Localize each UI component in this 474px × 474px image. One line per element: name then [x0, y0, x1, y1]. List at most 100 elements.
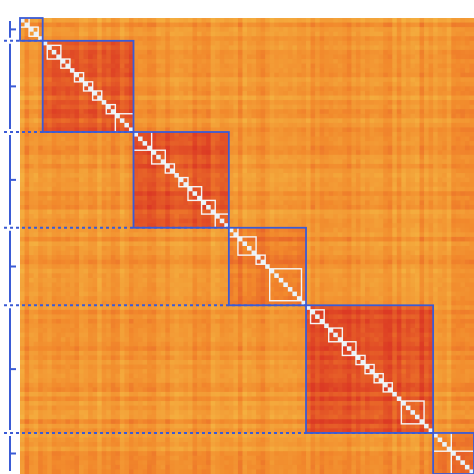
heatmap-cell: [446, 18, 452, 24]
heatmap-cell: [292, 209, 298, 215]
heatmap-cell: [437, 195, 443, 201]
heatmap-cell: [437, 154, 443, 160]
heatmap-cell: [410, 154, 416, 160]
heatmap-cell: [79, 218, 85, 224]
heatmap-cell: [346, 118, 353, 124]
heatmap-cell: [42, 159, 48, 165]
heatmap-cell: [69, 86, 76, 92]
heatmap-cell: [215, 86, 221, 92]
heatmap-cell: [392, 200, 398, 206]
heatmap-cell: [455, 86, 461, 92]
heatmap-cell: [92, 209, 98, 215]
heatmap-cell: [169, 136, 175, 142]
heatmap-cell: [183, 223, 189, 229]
heatmap-cell: [365, 49, 371, 56]
heatmap-cell: [378, 145, 384, 151]
heatmap-cell: [147, 118, 153, 124]
heatmap-cell: [346, 95, 353, 101]
heatmap-cell: [392, 236, 398, 243]
heatmap-cell: [365, 191, 371, 197]
heatmap-cell: [378, 127, 384, 133]
heatmap-cell: [169, 77, 175, 83]
heatmap-cell: [178, 18, 185, 24]
heatmap-cell: [392, 163, 398, 170]
heatmap-cell: [383, 186, 389, 192]
heatmap-cell: [206, 136, 212, 142]
heatmap-cell: [69, 104, 76, 110]
heatmap-cell: [419, 100, 425, 106]
heatmap-cell: [260, 109, 266, 115]
heatmap-cell: [306, 122, 312, 129]
heatmap-cell: [256, 104, 262, 110]
heatmap-cell: [401, 45, 407, 51]
heatmap-cell: [424, 104, 430, 110]
heatmap-cell: [33, 186, 39, 192]
heatmap-cell: [138, 54, 144, 60]
heatmap-cell: [469, 86, 474, 92]
heatmap-cell: [174, 186, 180, 192]
heatmap-cell: [319, 100, 325, 106]
heatmap-cell: [369, 177, 375, 183]
heatmap-cell: [38, 113, 44, 119]
heatmap-cell: [346, 191, 353, 197]
heatmap-cell: [392, 223, 398, 229]
diagonal-cell: [83, 81, 89, 87]
heatmap-cell: [260, 81, 266, 87]
heatmap-cell: [74, 168, 80, 174]
heatmap-cell: [464, 191, 471, 197]
heatmap-cell: [437, 186, 443, 192]
heatmap-cell: [24, 241, 30, 247]
heatmap-cell: [138, 31, 144, 37]
heatmap-cell: [269, 173, 275, 179]
heatmap-cell: [210, 54, 216, 60]
heatmap-cell: [29, 218, 35, 224]
heatmap-cell: [306, 204, 312, 211]
heatmap-cell: [374, 100, 380, 106]
heatmap-cell: [387, 31, 393, 37]
heatmap-cell: [378, 86, 384, 92]
heatmap-cell: [20, 218, 26, 224]
heatmap-cell: [133, 232, 139, 238]
heatmap-cell: [378, 191, 384, 197]
heatmap-cell: [219, 100, 225, 106]
heatmap-cell: [201, 118, 207, 124]
heatmap-cell: [437, 241, 443, 247]
heatmap-cell: [292, 236, 298, 243]
heatmap-cell: [419, 236, 425, 243]
heatmap-cell: [342, 173, 348, 179]
heatmap-cell: [460, 232, 466, 238]
heatmap-cell: [428, 236, 434, 243]
heatmap-cell: [396, 204, 402, 211]
heatmap-cell: [187, 72, 194, 78]
heatmap-cell: [233, 204, 239, 211]
heatmap-cell: [24, 90, 30, 97]
heatmap-cell: [451, 59, 457, 65]
heatmap-cell: [183, 200, 189, 206]
heatmap-cell: [79, 200, 85, 206]
heatmap-cell: [165, 236, 171, 243]
heatmap-cell: [410, 81, 416, 87]
heatmap-cell: [387, 122, 393, 129]
heatmap-cell: [33, 209, 39, 215]
heatmap-cell: [455, 218, 461, 224]
heatmap-cell: [401, 154, 407, 160]
heatmap-cell: [469, 182, 474, 188]
heatmap-cell: [251, 204, 257, 211]
heatmap-cell: [251, 168, 257, 174]
heatmap-cell: [60, 173, 66, 179]
heatmap-cell: [428, 109, 434, 115]
heatmap-cell: [247, 200, 253, 206]
heatmap-cell: [33, 204, 39, 211]
heatmap-cell: [455, 154, 461, 160]
heatmap-cell: [42, 236, 48, 243]
heatmap-cell: [115, 68, 121, 74]
heatmap-cell: [151, 31, 157, 37]
heatmap-cell: [464, 209, 471, 215]
heatmap-cell: [310, 22, 316, 28]
heatmap-cell: [296, 59, 303, 65]
heatmap-cell: [428, 232, 434, 238]
heatmap-cell: [315, 109, 321, 115]
heatmap-cell: [328, 122, 334, 129]
heatmap-cell: [29, 195, 35, 201]
heatmap-cell: [365, 109, 371, 115]
